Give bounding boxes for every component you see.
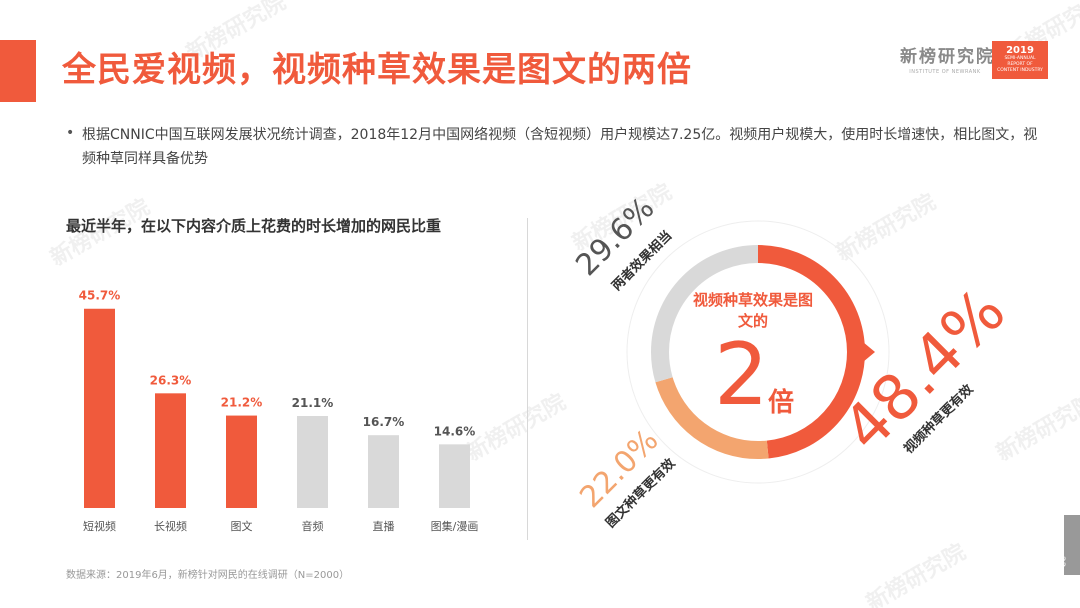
brand-subtitle: INSTITUTE OF NEWRANK [909,69,981,75]
bar-4 [368,435,399,508]
bar-value-label: 21.1% [292,396,334,410]
x-tick-label: 图文 [231,519,253,533]
badge-year: 2019 [1006,45,1034,56]
brand-logo: 新榜研究院 INSTITUTE OF NEWRANK [900,42,995,75]
bar-value-label: 16.7% [363,415,405,429]
bar-1 [155,393,186,508]
bar-value-label: 45.7% [79,289,121,303]
intro-note: 根据CNNIC中国互联网发展状况统计调查，2018年12月中国网络视频（含短视频… [82,127,1038,167]
brand-name: 新榜研究院 [900,47,995,67]
report-badge: 2019 SEMI-ANNUAL REPORT OF CONTENT INDUS… [992,41,1048,79]
badge-line: CONTENT INDUSTRY [997,68,1043,73]
x-tick-label: 音频 [302,519,324,533]
bar-value-label: 21.2% [221,396,263,410]
arrow-icon [863,342,875,362]
x-tick-label: 长视频 [154,519,187,533]
bullet-dot: • [66,125,75,141]
page-title: 全民爱视频，视频种草效果是图文的两倍 [62,50,692,90]
x-tick-label: 短视频 [83,519,116,533]
bar-2 [226,415,257,508]
title-accent-bar [0,40,36,102]
page-number: 22 [1056,556,1066,568]
bar-value-label: 14.6% [434,424,476,438]
donut-slice-1 [651,245,865,459]
badge-line: REPORT OF [1007,62,1033,67]
bar-chart-title: 最近半年，在以下内容介质上花费的时长增加的网民比重 [66,217,442,235]
data-source: 数据来源：2019年6月，新榜针对网民的在线调研（N=2000） [66,570,350,581]
bar-5 [439,444,470,508]
donut-center-text: 视频种草效果是图文的 [692,291,813,330]
page-number-tab [1064,515,1080,575]
divider [527,218,528,540]
x-tick-label: 直播 [373,519,395,533]
donut-center-number: 2 [714,325,769,425]
bar-value-label: 26.3% [150,373,192,387]
donut-outer-ring [626,220,890,484]
x-tick-label: 图集/漫画 [431,519,479,533]
bar-0 [84,308,115,508]
badge-line: SEMI-ANNUAL [1004,56,1036,61]
donut-slice-2 [651,245,865,459]
bar-3 [297,416,328,508]
donut-center-unit: 倍 [768,388,795,418]
